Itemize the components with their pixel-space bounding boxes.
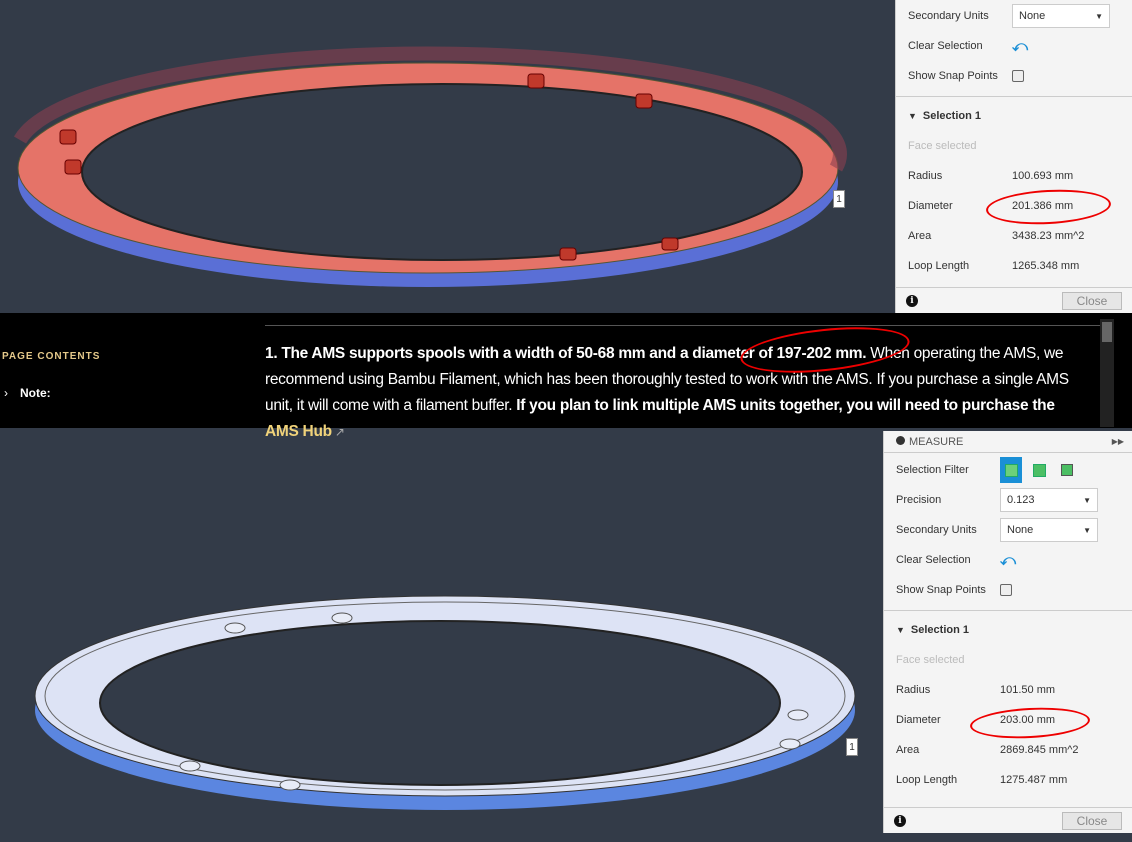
info-icon[interactable]: i: [906, 294, 918, 307]
red-annotation-circle: [985, 186, 1112, 228]
toc-label: Note:: [20, 386, 51, 400]
page-contents-heading: PAGE CONTENTS: [2, 351, 101, 362]
area-label: Area: [908, 230, 932, 242]
divider: [884, 610, 1132, 611]
collapse-triangle-icon[interactable]: ▼: [908, 111, 917, 121]
selection-filter-label: Selection Filter: [896, 464, 969, 476]
clear-selection-label: Clear Selection: [896, 554, 971, 566]
loop-length-value: 1275.487 mm: [1000, 774, 1068, 786]
chevron-down-icon: ▼: [1083, 495, 1091, 505]
face-selected-label: Face selected: [896, 654, 965, 666]
radius-label: Radius: [896, 684, 931, 696]
diameter-value: 201.386 mm: [1012, 200, 1074, 212]
face-filter-icon[interactable]: [1028, 457, 1050, 483]
bottom-3d-viewport[interactable]: 1: [0, 428, 1132, 839]
divider: [265, 325, 1105, 326]
secondary-units-select[interactable]: None ▼: [1000, 518, 1098, 542]
show-snap-points-label: Show Snap Points: [908, 70, 998, 82]
edge-filter-icon[interactable]: [1056, 457, 1078, 483]
minus-circle-icon[interactable]: [896, 435, 905, 445]
chevron-down-icon: ▼: [1083, 525, 1091, 535]
divider: [896, 96, 1132, 97]
clear-selection-label: Clear Selection: [908, 40, 983, 52]
radius-value: 101.50 mm: [1000, 684, 1056, 696]
top-ring-model: [13, 46, 847, 287]
show-snap-points-checkbox[interactable]: [1012, 70, 1024, 82]
face-tag: 1: [833, 190, 845, 208]
panel-header: MEASURE ▶▶: [884, 431, 1132, 453]
top-measure-panel: Secondary Units None ▼ Clear Selection ⤺ S…: [895, 0, 1132, 313]
show-snap-points-checkbox[interactable]: [1000, 584, 1012, 596]
undo-icon[interactable]: ⤺: [1000, 551, 1017, 569]
bold-text: 1. The AMS supports spools with a width …: [265, 345, 867, 362]
ams-hub-link[interactable]: AMS Hub: [265, 423, 332, 440]
panel-title: MEASURE: [909, 435, 964, 448]
select-value: None: [1007, 524, 1034, 536]
face-tag: 1: [846, 738, 858, 756]
documentation-excerpt: PAGE CONTENTS › Note: 1. The AMS supports…: [0, 313, 1132, 440]
chevron-down-icon: ▼: [1095, 11, 1103, 21]
external-link-icon: ↗: [331, 425, 345, 439]
text: When operating the AMS, we recommend usi…: [265, 345, 1069, 414]
secondary-units-label: Secondary Units: [908, 10, 989, 22]
scrollbar-thumb[interactable]: [1102, 322, 1112, 342]
radius-value: 100.693 mm: [1012, 170, 1074, 182]
body-filter-icon[interactable]: [1000, 457, 1022, 483]
close-button[interactable]: Close: [1062, 811, 1122, 830]
secondary-units-label: Secondary Units: [896, 524, 977, 536]
area-value: 3438.23 mm^2: [1012, 230, 1085, 242]
show-snap-points-label: Show Snap Points: [896, 584, 986, 596]
top-3d-viewport[interactable]: 1: [0, 0, 1132, 313]
diameter-label: Diameter: [908, 200, 953, 212]
precision-select[interactable]: 0.123 ▼: [1000, 488, 1098, 512]
secondary-units-select[interactable]: None ▼: [1012, 4, 1110, 28]
toc-item-note[interactable]: › Note:: [4, 386, 51, 400]
undo-icon[interactable]: ⤺: [1012, 37, 1029, 55]
info-icon[interactable]: i: [894, 814, 906, 827]
selection-title: Selection 1: [922, 110, 981, 122]
chevron-right-icon: ›: [4, 386, 8, 400]
area-label: Area: [896, 744, 920, 756]
diameter-label: Diameter: [896, 714, 941, 726]
select-value: 0.123: [1007, 494, 1035, 506]
bold-text: If you plan to link multiple AMS units t…: [516, 397, 1055, 414]
select-value: None: [1019, 10, 1046, 22]
bottom-measure-panel: MEASURE ▶▶ Selection Filter Precision 0.…: [883, 431, 1132, 833]
bottom-ring-model: [34, 595, 856, 810]
precision-label: Precision: [896, 494, 942, 506]
expand-icon[interactable]: ▶▶: [1111, 437, 1124, 446]
collapse-triangle-icon[interactable]: ▼: [896, 625, 905, 635]
face-selected-label: Face selected: [908, 140, 977, 152]
loop-length-label: Loop Length: [896, 774, 958, 786]
selection-title: Selection 1: [910, 624, 969, 636]
diameter-value: 203.00 mm: [1000, 714, 1056, 726]
loop-length-value: 1265.348 mm: [1012, 260, 1080, 272]
loop-length-label: Loop Length: [908, 260, 970, 272]
area-value: 2869.845 mm^2: [1000, 744, 1079, 756]
radius-label: Radius: [908, 170, 943, 182]
scrollbar[interactable]: [1100, 319, 1114, 427]
close-button[interactable]: Close: [1062, 291, 1122, 310]
paragraph: 1. The AMS supports spools with a width …: [265, 341, 1085, 445]
